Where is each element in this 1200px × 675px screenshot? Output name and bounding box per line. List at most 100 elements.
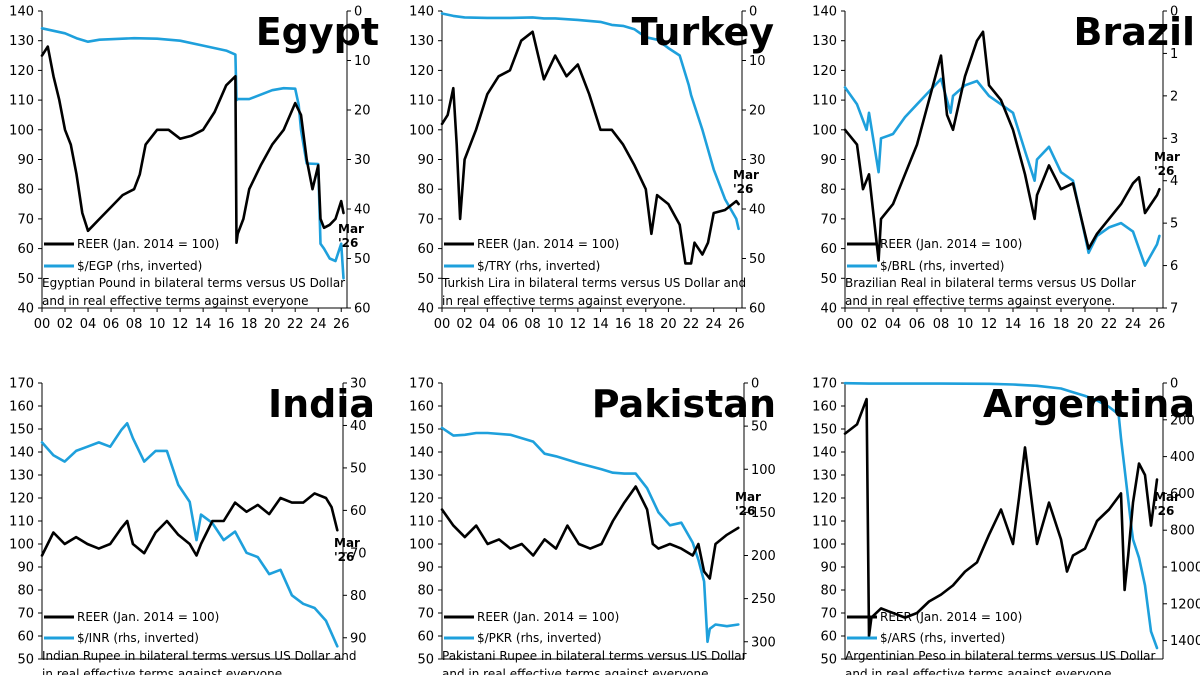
panel-pakistan: 50 60 70 80 90 100 110 120 130 140 150 160 170 0 50 100… bbox=[409, 377, 776, 675]
chart-caption-line: and in real effective terms against ever… bbox=[845, 667, 1112, 675]
x-tick-label: 20 bbox=[660, 317, 677, 332]
x-tick-label: 08 bbox=[126, 317, 143, 332]
x-tick-label: 24 bbox=[705, 317, 722, 332]
reer-series-line bbox=[40, 45, 345, 244]
fx-series-line bbox=[40, 26, 345, 280]
right-tick-label: 5 bbox=[1170, 217, 1178, 232]
right-tick-label: 150 bbox=[751, 506, 776, 521]
chart-title: Turkey bbox=[632, 10, 775, 54]
left-tick-label: 110 bbox=[812, 94, 837, 109]
x-tick-label: 18 bbox=[241, 317, 258, 332]
right-tick-label: 50 bbox=[354, 252, 371, 267]
left-tick-label: 90 bbox=[820, 153, 837, 168]
left-tick-label: 140 bbox=[9, 5, 34, 20]
left-tick-label: 40 bbox=[17, 302, 34, 317]
left-tick-label: 90 bbox=[417, 561, 434, 576]
left-tick-label: 140 bbox=[812, 5, 837, 20]
left-tick-label: 80 bbox=[17, 183, 34, 198]
right-tick-label: 20 bbox=[354, 104, 371, 119]
left-tick-label: 160 bbox=[9, 400, 34, 415]
x-tick-label: 26 bbox=[728, 317, 745, 332]
x-tick-label: 16 bbox=[1029, 317, 1046, 332]
right-tick-label: 30 bbox=[749, 153, 766, 168]
left-tick-label: 110 bbox=[9, 515, 34, 530]
right-tick-label: 10 bbox=[749, 54, 766, 69]
legend-label-fx: $/EGP (rhs, inverted) bbox=[77, 259, 202, 273]
left-tick-label: 50 bbox=[820, 272, 837, 287]
left-tick-label: 140 bbox=[812, 446, 837, 461]
chart-caption-line: Argentinian Peso in bilateral terms vers… bbox=[845, 649, 1156, 663]
left-tick-label: 60 bbox=[820, 242, 837, 257]
x-tick-label: 18 bbox=[638, 317, 655, 332]
right-tick-label: 100 bbox=[751, 463, 776, 478]
right-tick-label: 60 bbox=[354, 302, 371, 317]
fx-series-line bbox=[843, 77, 1161, 267]
x-tick-label: 18 bbox=[1053, 317, 1070, 332]
x-tick-label: 10 bbox=[957, 317, 974, 332]
legend-label-fx: $/BRL (rhs, inverted) bbox=[880, 259, 1004, 273]
left-tick-label: 140 bbox=[409, 5, 434, 20]
x-tick-label: 00 bbox=[837, 317, 854, 332]
chart-caption-line: Egyptian Pound in bilateral terms versus… bbox=[42, 276, 345, 290]
left-tick-label: 120 bbox=[812, 492, 837, 507]
right-tick-label: 7 bbox=[1170, 302, 1178, 317]
chart-caption-line: and in real effective terms against ever… bbox=[42, 294, 309, 308]
right-tick-label: 90 bbox=[350, 631, 367, 646]
x-tick-label: 14 bbox=[592, 317, 609, 332]
left-tick-label: 100 bbox=[812, 123, 837, 138]
legend-label-fx: $/INR (rhs, inverted) bbox=[77, 631, 199, 645]
left-tick-label: 70 bbox=[820, 212, 837, 227]
left-tick-label: 50 bbox=[820, 653, 837, 668]
right-tick-label: 800 bbox=[1170, 524, 1195, 539]
left-tick-label: 170 bbox=[409, 377, 434, 392]
x-tick-label: 00 bbox=[34, 317, 51, 332]
left-tick-label: 70 bbox=[417, 607, 434, 622]
right-tick-label: 6 bbox=[1170, 259, 1178, 274]
left-tick-label: 100 bbox=[409, 538, 434, 553]
chart-caption-line: Indian Rupee in bilateral terms versus U… bbox=[42, 649, 356, 663]
left-tick-label: 70 bbox=[820, 607, 837, 622]
left-tick-label: 140 bbox=[409, 446, 434, 461]
date-annotation: '26 bbox=[334, 550, 354, 564]
legend-label-fx: $/PKR (rhs, inverted) bbox=[477, 631, 602, 645]
left-tick-label: 70 bbox=[17, 212, 34, 227]
x-tick-label: 04 bbox=[80, 317, 97, 332]
reer-series-line bbox=[843, 397, 1159, 638]
panel-argentina: 50 60 70 80 90 100 110 120 130 140 150 160 170 0 200 40… bbox=[812, 377, 1200, 675]
left-tick-label: 130 bbox=[9, 34, 34, 49]
right-tick-label: 50 bbox=[751, 420, 768, 435]
date-annotation: '26 bbox=[1154, 504, 1174, 518]
x-tick-label: 12 bbox=[570, 317, 587, 332]
left-tick-label: 110 bbox=[9, 94, 34, 109]
left-tick-label: 60 bbox=[17, 242, 34, 257]
left-tick-label: 50 bbox=[417, 272, 434, 287]
panel-india: 50 60 70 80 90 100 110 120 130 140 150 160 170 30 40 50… bbox=[9, 377, 375, 675]
right-tick-label: 1200 bbox=[1170, 597, 1200, 612]
chart-caption-line: and in real effective terms against ever… bbox=[845, 294, 1115, 308]
left-tick-label: 140 bbox=[9, 446, 34, 461]
left-tick-label: 110 bbox=[812, 515, 837, 530]
x-tick-label: 04 bbox=[885, 317, 902, 332]
right-tick-label: 20 bbox=[749, 104, 766, 119]
left-tick-label: 70 bbox=[417, 212, 434, 227]
x-tick-label: 24 bbox=[1125, 317, 1142, 332]
right-tick-label: 70 bbox=[350, 546, 367, 561]
right-tick-label: 30 bbox=[354, 153, 371, 168]
right-tick-label: 250 bbox=[751, 592, 776, 607]
chart-caption-line: Turkish Lira in bilateral terms versus U… bbox=[441, 276, 746, 290]
x-tick-label: 16 bbox=[615, 317, 632, 332]
legend-label-reer: REER (Jan. 2014 = 100) bbox=[77, 610, 219, 624]
x-tick-label: 20 bbox=[1077, 317, 1094, 332]
left-tick-label: 90 bbox=[820, 561, 837, 576]
legend-label-reer: REER (Jan. 2014 = 100) bbox=[880, 237, 1022, 251]
left-tick-label: 120 bbox=[9, 492, 34, 507]
left-tick-label: 100 bbox=[812, 538, 837, 553]
reer-series-line bbox=[440, 30, 740, 265]
x-tick-label: 14 bbox=[195, 317, 212, 332]
left-tick-label: 80 bbox=[820, 183, 837, 198]
right-tick-label: 0 bbox=[1170, 377, 1178, 392]
date-annotation: '26 bbox=[338, 236, 358, 250]
left-tick-label: 60 bbox=[417, 242, 434, 257]
right-tick-label: 400 bbox=[1170, 450, 1195, 465]
